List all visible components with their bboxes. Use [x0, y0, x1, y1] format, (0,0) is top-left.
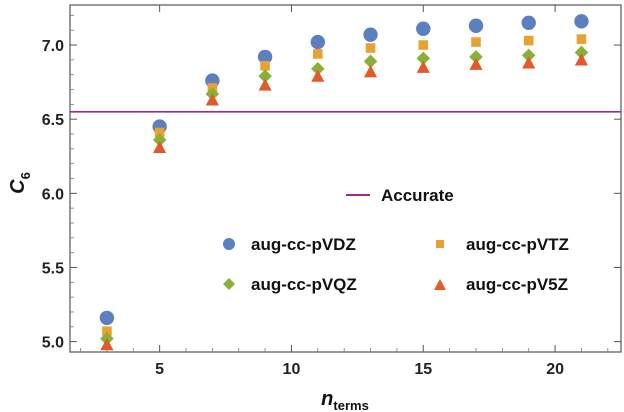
y-tick-label: 7.0 [42, 38, 64, 55]
data-point-square [313, 49, 323, 59]
legend-diamond-marker [223, 278, 235, 290]
data-point-square [260, 60, 270, 71]
x-axis-title: nterms [321, 388, 369, 412]
series-diamond-points [100, 45, 589, 346]
legend-item-augccpvtz: aug-cc-pVTZ [436, 235, 569, 254]
y-tick-label: 6.0 [42, 186, 64, 203]
data-points [99, 14, 589, 351]
series-triangle-points [100, 53, 589, 351]
legend-square-marker [436, 240, 444, 248]
x-tick-label: 5 [155, 361, 164, 378]
data-point-circle [416, 21, 431, 36]
data-point-triangle [522, 56, 536, 69]
data-point-diamond [258, 69, 272, 83]
data-point-circle [310, 34, 326, 50]
legend-item-accurate: Accurate [346, 186, 454, 205]
series-circle-points [99, 14, 589, 326]
legend-item-augccpvqz: aug-cc-pVQZ [223, 275, 357, 294]
data-point-diamond [311, 61, 325, 76]
x-tick-label: 10 [283, 361, 301, 378]
data-point-circle [363, 27, 378, 42]
plot-border [69, 4, 622, 353]
data-point-triangle [574, 53, 589, 66]
axis-ticks: 5 10 15 20 5.0 5.5 6.0 6.5 7.0 [42, 5, 621, 378]
plot-frame [69, 4, 622, 353]
data-point-triangle [469, 57, 483, 70]
x-tick-label: 15 [414, 361, 432, 378]
data-point-square [365, 43, 376, 53]
x-tick-label: 20 [546, 361, 564, 378]
legend-triangle-marker [434, 279, 446, 290]
legend: Accurate aug-cc-pVDZ aug-cc-pVTZ aug-cc-… [223, 186, 569, 294]
data-point-circle [521, 15, 536, 30]
legend-accurate-label: Accurate [381, 186, 454, 205]
legend-augccpv5z-label: aug-cc-pV5Z [466, 275, 568, 294]
data-point-square [471, 37, 481, 47]
data-point-circle [257, 49, 273, 65]
data-point-triangle [258, 78, 272, 91]
legend-augccpvdz-label: aug-cc-pVDZ [251, 235, 356, 254]
data-point-diamond [363, 54, 378, 69]
data-point-diamond [521, 48, 536, 63]
data-point-diamond [152, 133, 167, 147]
y-tick-label: 5.0 [42, 335, 64, 352]
data-point-square [154, 127, 165, 138]
legend-augccpvqz-label: aug-cc-pVQZ [251, 275, 357, 294]
data-point-triangle [416, 60, 430, 73]
data-point-diamond [574, 45, 589, 60]
y-axis-title: C6 [7, 172, 33, 194]
data-point-diamond [469, 50, 483, 64]
legend-augccpvtz-label: aug-cc-pVTZ [466, 235, 569, 254]
data-point-circle [468, 18, 484, 33]
data-point-triangle [205, 93, 219, 106]
legend-item-augccpv5z: aug-cc-pV5Z [434, 275, 568, 294]
data-point-triangle [363, 65, 378, 78]
legend-item-augccpvdz: aug-cc-pVDZ [223, 235, 356, 254]
data-point-circle [574, 14, 589, 29]
data-point-triangle [100, 337, 114, 351]
y-tick-label: 6.5 [42, 112, 64, 129]
y-tick-label: 5.5 [42, 260, 64, 277]
data-point-diamond [416, 51, 431, 66]
data-point-triangle [153, 140, 167, 153]
data-point-square [102, 326, 112, 337]
legend-circle-marker [223, 238, 235, 250]
data-point-square [418, 40, 429, 50]
data-point-circle [99, 310, 115, 326]
data-point-square [576, 34, 587, 44]
data-point-square [523, 35, 534, 46]
data-point-triangle [311, 69, 325, 82]
